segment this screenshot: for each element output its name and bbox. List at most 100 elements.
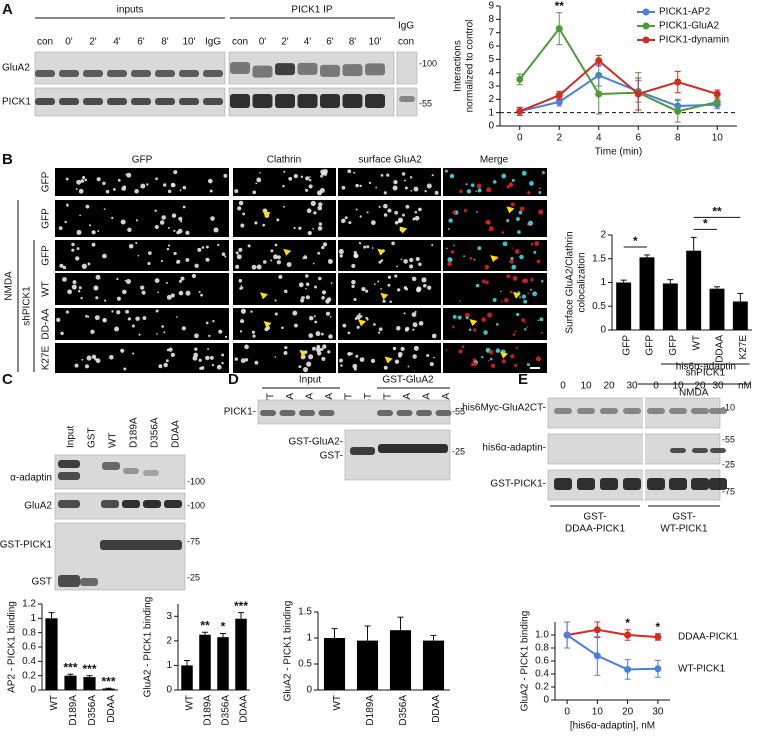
micrograph-spot: [234, 357, 238, 361]
bar: [64, 675, 77, 690]
data-point: [634, 90, 642, 98]
micrograph-spot: [66, 203, 69, 206]
column-label: Merge: [480, 155, 509, 166]
micrograph-spot: [75, 256, 80, 261]
micrograph-spot: [448, 218, 453, 223]
micrograph-spot: [124, 279, 127, 282]
blot-band: [58, 575, 80, 587]
micrograph-spot: [530, 277, 534, 282]
lane-label: 10': [368, 37, 381, 48]
micrograph-spot: [509, 259, 514, 264]
micrograph-spot: [470, 183, 475, 188]
y-tick-label: 2: [166, 635, 172, 646]
micrograph-spot: [147, 251, 152, 255]
series-line: [518, 26, 718, 113]
arrow: [262, 210, 271, 218]
micrograph-spot: [328, 334, 333, 339]
micrograph-spot: [527, 191, 531, 195]
micrograph-spot: [540, 279, 544, 283]
micrograph-spot: [310, 200, 316, 206]
micrograph-spot: [116, 310, 121, 315]
micrograph-spot: [312, 227, 315, 230]
micrograph-spot: [353, 171, 356, 174]
micrograph-spot: [380, 259, 384, 262]
micrograph-spot: [398, 354, 402, 358]
x-tick-label: DDAA: [431, 695, 442, 723]
lane-label: D356A: [150, 417, 161, 448]
micrograph-spot: [236, 254, 242, 260]
micrograph-spot: [60, 331, 64, 336]
micrograph-spot: [270, 259, 273, 262]
micrograph-spot: [527, 292, 530, 295]
lane-label: IgG: [205, 37, 221, 48]
micrograph-spot: [293, 173, 298, 179]
bar: [732, 301, 748, 330]
micrograph-spot: [405, 204, 410, 209]
group-label: Input: [299, 375, 321, 386]
annotation: **: [712, 205, 722, 219]
micrograph-spot: [209, 355, 214, 360]
micrograph-spot: [111, 216, 114, 220]
micrograph-spot: [170, 352, 175, 358]
micrograph-spot: [311, 346, 316, 351]
mw-label: -25: [722, 459, 735, 469]
group-label: GST-: [583, 512, 606, 523]
micrograph-spot: [155, 177, 158, 181]
micrograph-spot: [273, 254, 278, 260]
micrograph-spot: [483, 330, 488, 335]
micrograph-spot: [135, 242, 138, 245]
micrograph-spot: [207, 348, 209, 350]
mw-label: -55: [419, 98, 432, 108]
blot-band: [710, 448, 726, 453]
mw-label: -100: [187, 476, 205, 486]
micrograph-spot: [132, 352, 135, 355]
x-tick-label: 0: [517, 133, 523, 144]
data-point: [654, 633, 662, 641]
micrograph-spot: [322, 344, 327, 349]
micrograph-spot: [368, 181, 372, 185]
micrograph-spot: [300, 175, 304, 179]
micrograph-spot: [213, 227, 219, 233]
blot-band: [155, 70, 175, 77]
micrograph-spot: [102, 253, 107, 259]
micrograph-spot: [373, 323, 376, 326]
micrograph-spot: [274, 312, 278, 316]
blot-band: [102, 462, 120, 470]
panel-label: C: [2, 371, 13, 388]
micrograph-spot: [255, 182, 258, 185]
micrograph-spot: [355, 208, 358, 211]
blot-band: [122, 500, 140, 508]
micrograph-spot: [450, 250, 455, 254]
micrograph-spot: [501, 359, 506, 364]
micrograph-spot: [409, 258, 414, 263]
micrograph-spot: [142, 316, 147, 321]
micrograph-spot: [400, 258, 403, 261]
micrograph-spot: [85, 314, 88, 318]
micrograph-spot: [536, 259, 541, 264]
blot-band: [320, 64, 340, 77]
x-tick-label: 10: [712, 133, 724, 144]
micrograph-spot: [412, 322, 418, 328]
micrograph-spot: [413, 186, 419, 192]
micrograph-spot: [317, 251, 321, 255]
micrograph-spot: [366, 211, 369, 214]
side-label: NMDA: [4, 271, 15, 301]
micrograph-spot: [341, 185, 346, 190]
bar: [102, 688, 115, 690]
micrograph-spot: [409, 176, 413, 179]
y-tick-label: 1: [306, 633, 312, 644]
lane-label: 0': [259, 37, 267, 48]
micrograph-spot: [389, 300, 392, 304]
micrograph-spot: [167, 189, 172, 194]
legend-label: WT-PICK1: [678, 663, 726, 674]
row-label: his6Myc-GluA2CT-: [462, 403, 546, 414]
x-tick-label: D356A: [221, 695, 232, 726]
blot-band: [260, 410, 276, 416]
micrograph-spot: [72, 280, 77, 285]
micrograph-spot: [511, 179, 515, 183]
blot-band: [377, 410, 393, 416]
data-point: [713, 98, 721, 106]
x-tick-label: WT: [49, 695, 60, 711]
micrograph-spot: [127, 317, 132, 321]
micrograph-spot: [80, 179, 85, 183]
